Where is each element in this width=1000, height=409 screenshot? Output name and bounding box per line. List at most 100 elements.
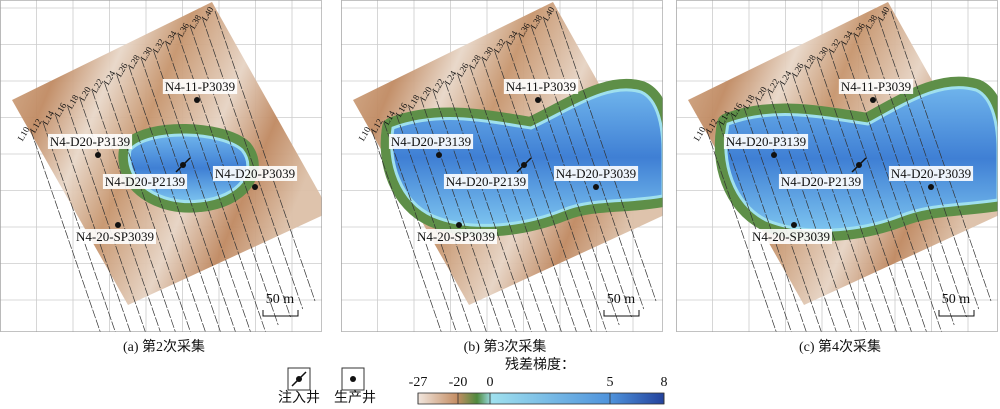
survey-line — [731, 114, 807, 332]
survey-line — [890, 10, 992, 302]
production-well — [194, 97, 200, 103]
legend-production: 生产井 — [334, 390, 376, 406]
map-panel: L10L12L14L16L18L20L22L24L26L28L30L32L34L… — [341, 0, 663, 355]
survey-line — [718, 122, 792, 332]
survey-line — [396, 114, 472, 332]
survey-line — [141, 58, 236, 332]
survey-line — [408, 106, 487, 332]
survey-line — [506, 42, 607, 332]
well-label: N4-D20-P3139 — [50, 134, 130, 149]
scale-label: 50 m — [607, 292, 636, 307]
survey-line — [116, 74, 206, 332]
survey-line — [128, 66, 221, 332]
well-label-bg — [723, 133, 809, 149]
map-panel: L10L12L14L16L18L20L22L24L26L28L30L32L34L… — [0, 0, 322, 355]
well-label: N4-20-SP3039 — [752, 229, 830, 244]
survey-line — [214, 10, 316, 302]
survey-line — [42, 122, 116, 332]
survey-line — [383, 122, 457, 332]
well-label-bg — [73, 228, 157, 244]
well-label: N4-D20-P3139 — [391, 134, 471, 149]
map-panel: L10L12L14L16L18L20L22L24L26L28L30L32L34L… — [676, 0, 998, 355]
colorbar-tick-label: -27 — [409, 375, 428, 390]
panel-frame — [341, 0, 663, 332]
well-label-bg — [388, 133, 474, 149]
well-label: N4-11-P3039 — [165, 79, 235, 94]
well-label-bg — [414, 228, 498, 244]
scale-bar — [938, 310, 975, 317]
well-label-bg — [503, 78, 579, 94]
production-well — [771, 152, 777, 158]
injection-dot — [296, 376, 302, 382]
well-label: N4-D20-P3139 — [726, 134, 806, 149]
injection-well — [521, 162, 527, 168]
well-label-bg — [553, 165, 639, 181]
well-label-bg — [749, 228, 833, 244]
well-label-bg — [212, 165, 298, 181]
survey-line — [67, 106, 146, 332]
production-well — [456, 222, 462, 228]
production-well — [252, 184, 258, 190]
well-label: N4-D20-P2139 — [781, 174, 861, 189]
survey-line — [755, 98, 837, 332]
well-label-bg — [888, 165, 974, 181]
scale-label: 50 m — [942, 292, 971, 307]
well-label: N4-D20-P3039 — [215, 166, 295, 181]
well-label: N4-D20-P3039 — [556, 166, 636, 181]
survey-line — [104, 82, 191, 332]
well-label: N4-20-SP3039 — [417, 229, 495, 244]
scale-bar — [262, 310, 299, 317]
survey-line — [153, 50, 251, 332]
survey-line — [202, 18, 304, 310]
panel-frame — [0, 0, 322, 332]
production-well — [436, 152, 442, 158]
survey-line — [165, 42, 266, 332]
panel-caption: (a) 第2次采集 — [123, 338, 205, 355]
survey-line — [543, 18, 645, 310]
injection-well — [856, 162, 862, 168]
well-label-bg — [443, 173, 529, 189]
well-label-bg — [162, 78, 238, 94]
colorbar-title: 残差梯度： — [505, 357, 575, 373]
survey-line — [841, 42, 942, 332]
survey-line — [743, 106, 822, 332]
colorbar — [417, 392, 665, 405]
survey-line — [829, 50, 927, 332]
production-well — [870, 97, 876, 103]
well-label: N4-11-P3039 — [506, 79, 576, 94]
survey-line — [55, 114, 131, 332]
production-well — [535, 97, 541, 103]
survey-line — [482, 58, 577, 332]
production-well — [95, 152, 101, 158]
production-well — [928, 184, 934, 190]
panel-caption: (b) 第3次采集 — [464, 338, 547, 355]
survey-line — [706, 130, 777, 332]
survey-line — [420, 98, 502, 332]
production-well — [593, 184, 599, 190]
survey-line — [469, 66, 562, 332]
well-label-bg — [47, 133, 133, 149]
production-dot — [350, 376, 356, 382]
survey-line — [79, 98, 161, 332]
survey-line — [445, 82, 532, 332]
panel-frame — [676, 0, 998, 332]
well-label: N4-D20-P2139 — [105, 174, 185, 189]
legend-injection: 注入井 — [278, 390, 320, 406]
production-well — [791, 222, 797, 228]
survey-line — [371, 130, 442, 332]
well-label-bg — [838, 78, 914, 94]
colorbar-tick-label: 5 — [607, 375, 614, 390]
scale-label: 50 m — [266, 292, 295, 307]
survey-line — [555, 10, 657, 302]
well-label: N4-D20-P3039 — [891, 166, 971, 181]
colorbar-tick-label: 0 — [487, 375, 494, 390]
well-label-bg — [778, 173, 864, 189]
well-label: N4-20-SP3039 — [76, 229, 154, 244]
survey-line — [457, 74, 547, 332]
survey-line — [878, 18, 980, 310]
colorbar-tick-label: -20 — [449, 375, 468, 390]
production-well — [115, 222, 121, 228]
well-label: N4-11-P3039 — [841, 79, 911, 94]
injection-well — [180, 162, 186, 168]
survey-line — [804, 66, 897, 332]
